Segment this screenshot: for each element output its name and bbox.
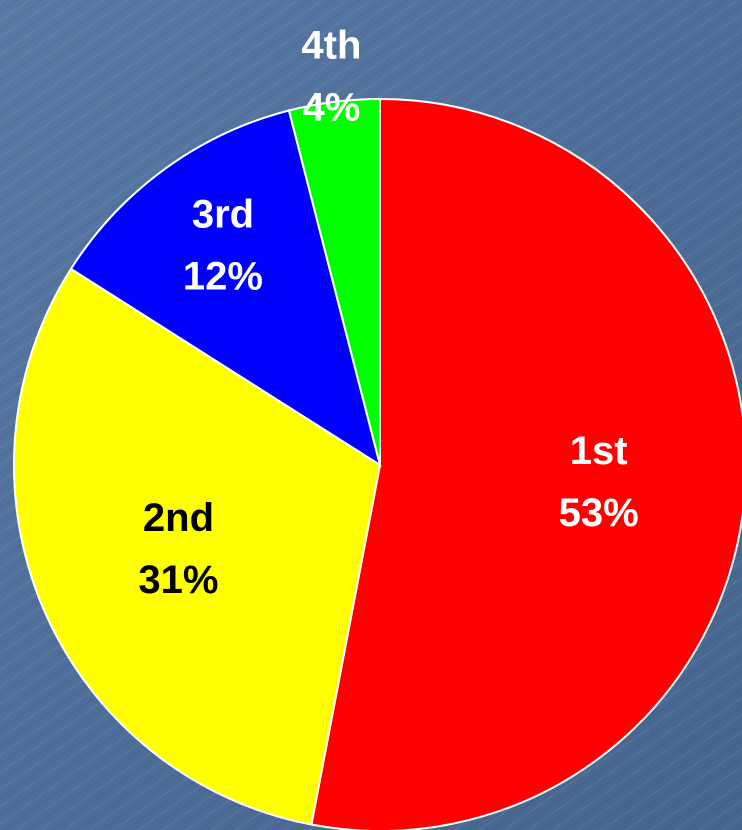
pie-labels: 1st 53% 2nd 31% 3rd 12% 4th 4% xyxy=(138,24,638,602)
slice-value-label: 31% xyxy=(138,558,218,602)
slice-category-label: 1st xyxy=(570,429,628,473)
pie-slice xyxy=(69,109,382,468)
slice-category-label: 3rd xyxy=(192,192,254,236)
pie-slice xyxy=(287,97,381,466)
pie-slice xyxy=(310,97,742,830)
slice-value-label: 53% xyxy=(559,491,639,535)
slice-category-label: 2nd xyxy=(143,496,214,540)
pie xyxy=(13,97,742,830)
slice-category-label: 4th xyxy=(301,24,361,68)
slice-value-label: 4% xyxy=(302,86,360,130)
slice-value-label: 12% xyxy=(183,254,263,298)
